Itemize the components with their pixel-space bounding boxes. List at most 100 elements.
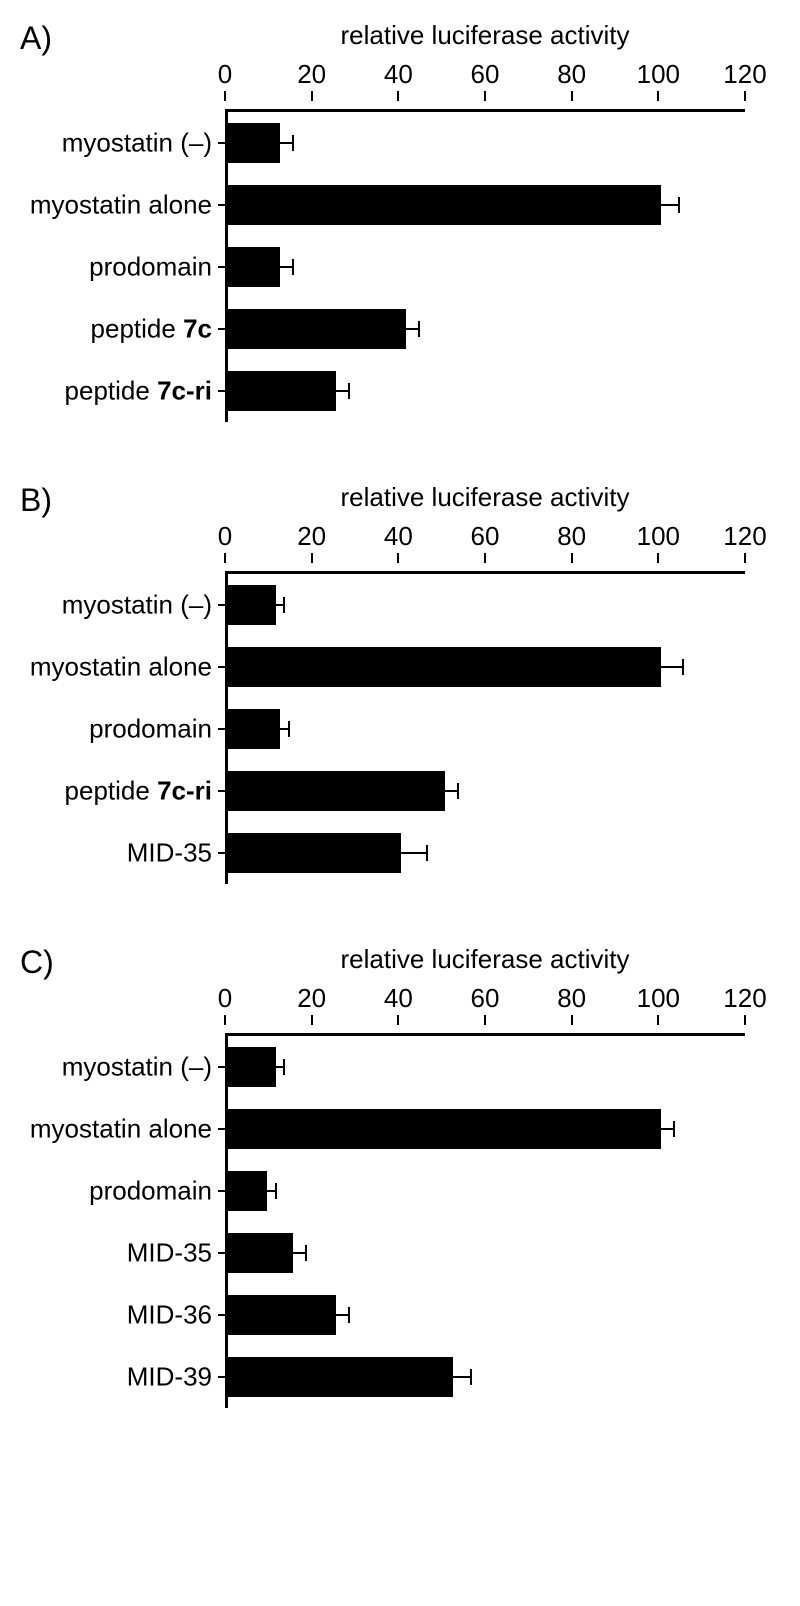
panel-label: A) (20, 20, 52, 57)
error-cap (426, 845, 428, 861)
plot-area: myostatin (–)myostatin aloneprodomainpep… (225, 109, 745, 422)
x-tick-label: 100 (637, 521, 680, 552)
category-label: myostatin (–) (62, 590, 228, 621)
x-axis-title: relative luciferase activity (225, 20, 745, 51)
bar-row: myostatin (–) (228, 112, 745, 174)
error-cap (643, 197, 645, 213)
plot-area: myostatin (–)myostatin aloneprodomain MID… (225, 1033, 745, 1408)
error-bar (267, 266, 293, 268)
x-tick-label: 80 (557, 521, 586, 552)
x-tick-label: 120 (723, 983, 766, 1014)
error-cap (283, 1059, 285, 1075)
category-label: myostatin alone (30, 652, 228, 683)
x-tick-mark (744, 1015, 746, 1025)
bar-row: prodomain (228, 1160, 745, 1222)
error-cap (647, 1121, 649, 1137)
x-axis: 020406080100120 (225, 521, 745, 571)
bar-row: prodomain (228, 698, 745, 760)
category-label: MID-36 (127, 1300, 228, 1331)
data-bar (228, 1109, 661, 1149)
bar-row: myostatin (–) (228, 574, 745, 636)
bar-row: MID-36 (228, 1284, 745, 1346)
error-cap (374, 845, 376, 861)
data-bar (228, 185, 661, 225)
error-cap (266, 597, 268, 613)
x-tick-label: 100 (637, 983, 680, 1014)
error-bar (648, 1128, 674, 1130)
x-tick-label: 120 (723, 59, 766, 90)
bar-row: MID-35 (228, 822, 745, 884)
x-tick-label: 0 (218, 521, 232, 552)
bar-row: myostatin (–) (228, 1036, 745, 1098)
error-cap (275, 1183, 277, 1199)
category-label: prodomain (89, 252, 228, 283)
x-tick-label: 120 (723, 521, 766, 552)
bar-row: myostatin alone (228, 1098, 745, 1160)
error-cap (288, 721, 290, 737)
x-tick-mark (311, 91, 313, 101)
x-tick-label: 60 (471, 983, 500, 1014)
category-label: prodomain (89, 1176, 228, 1207)
x-tick-mark (657, 553, 659, 563)
x-tick-label: 80 (557, 983, 586, 1014)
x-tick-label: 0 (218, 983, 232, 1014)
error-cap (266, 259, 268, 275)
figure-container: A) relative luciferase activity 0 20 40 60 80 1… (20, 20, 780, 1408)
chart-wrap: relative luciferase activity020406080100… (225, 944, 780, 1408)
error-cap (392, 321, 394, 337)
bar-row: peptide 7c-ri (228, 360, 745, 422)
x-tick-label: 20 (297, 521, 326, 552)
error-cap (348, 383, 350, 399)
x-axis: 020406080100120 (225, 59, 745, 109)
x-tick-label: 20 (297, 59, 326, 90)
chart-panel: A)relative luciferase activity0204060801… (20, 20, 780, 422)
x-tick-mark (484, 1015, 486, 1025)
error-cap (682, 659, 684, 675)
error-bar (644, 204, 679, 206)
error-bar (436, 1376, 471, 1378)
plot-area: myostatin (–)myostatin aloneprodomainpep… (225, 571, 745, 884)
error-cap (678, 197, 680, 213)
error-cap (279, 1245, 281, 1261)
error-cap (470, 1369, 472, 1385)
bar-row: myostatin alone (228, 636, 745, 698)
data-bar (228, 371, 336, 411)
x-tick-mark (397, 1015, 399, 1025)
data-bar (228, 771, 445, 811)
error-cap (292, 259, 294, 275)
x-tick-mark (484, 91, 486, 101)
x-tick-label: 100 (637, 59, 680, 90)
error-cap (435, 1369, 437, 1385)
x-tick-mark (571, 91, 573, 101)
error-bar (323, 1314, 349, 1316)
x-tick-label: 80 (557, 59, 586, 90)
error-cap (348, 1307, 350, 1323)
error-bar (393, 328, 419, 330)
error-cap (673, 1121, 675, 1137)
bar-row: myostatin alone (228, 174, 745, 236)
error-bar (640, 666, 683, 668)
error-cap (257, 1183, 259, 1199)
category-label: MID-35 (127, 838, 228, 869)
data-bar (228, 309, 406, 349)
bar-row: peptide 7c (228, 298, 745, 360)
category-label: myostatin (–) (62, 128, 228, 159)
x-tick-mark (311, 1015, 313, 1025)
bar-row: prodomain (228, 236, 745, 298)
error-cap (322, 383, 324, 399)
error-cap (266, 1059, 268, 1075)
error-bar (267, 1066, 284, 1068)
error-cap (266, 135, 268, 151)
x-tick-label: 40 (384, 59, 413, 90)
error-bar (375, 852, 427, 854)
chart-panel: C)relative luciferase activity0204060801… (20, 944, 780, 1408)
x-tick-mark (744, 91, 746, 101)
x-tick-mark (571, 553, 573, 563)
x-tick-mark (311, 553, 313, 563)
x-axis: 020406080100120 (225, 983, 745, 1033)
x-tick-mark (224, 91, 226, 101)
x-tick-mark (657, 91, 659, 101)
x-tick-mark (657, 1015, 659, 1025)
category-label: peptide 7c-ri (65, 776, 228, 807)
chart-wrap: relative luciferase activity020406080100… (225, 20, 780, 422)
